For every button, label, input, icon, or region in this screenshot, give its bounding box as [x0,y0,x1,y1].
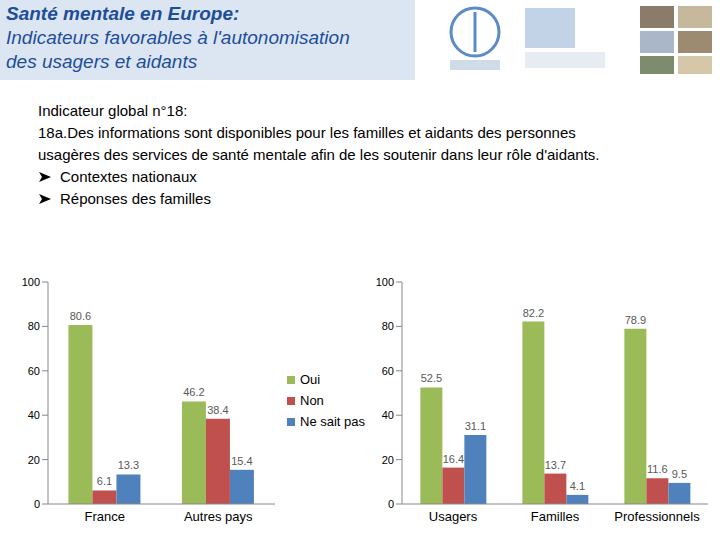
html-text:Non: Non [300,393,324,408]
svg-text:France: France [85,509,125,524]
svg-text:0: 0 [34,498,40,510]
html-text:Réponses des familles: Réponses des familles [60,190,211,207]
svg-text:60: 60 [28,365,40,377]
svg-text:Usagers: Usagers [429,509,478,524]
html-text:Ne sait pas: Ne sait pas [300,414,365,429]
svg-text:60: 60 [382,365,394,377]
svg-text:15.4: 15.4 [231,455,252,467]
html-text:Santé mentale en Europe:: Santé mentale en Europe: [6,3,240,24]
svg-text:40: 40 [382,409,394,421]
svg-text:Familles: Familles [531,509,580,524]
svg-text:11.6: 11.6 [647,463,668,475]
svg-text:4.1: 4.1 [570,480,585,492]
svg-text:9.5: 9.5 [672,468,687,480]
html-text:Oui: Oui [300,372,321,387]
html-text:Contextes nationaux: Contextes nationaux [60,168,197,185]
html-text:18a.Des informations sont disp: 18a.Des informations sont disponibles po… [38,124,576,141]
svg-text:52.5: 52.5 [421,372,442,384]
svg-text:46.2: 46.2 [183,386,204,398]
html-text:des usagers et aidants: des usagers et aidants [6,51,198,72]
svg-text:6.1: 6.1 [97,475,112,487]
svg-text:82.2: 82.2 [523,307,544,319]
svg-text:13.3: 13.3 [118,459,139,471]
svg-text:20: 20 [28,454,40,466]
svg-text:80: 80 [382,320,394,332]
svg-text:Professionnels: Professionnels [614,509,700,524]
html-text:Indicateurs favorables à l'aut: Indicateurs favorables à l'autonomisatio… [6,27,350,48]
svg-text:38.4: 38.4 [207,404,228,416]
svg-text:100: 100 [376,276,394,288]
svg-text:40: 40 [28,409,40,421]
svg-text:20: 20 [382,454,394,466]
svg-text:78.9: 78.9 [625,314,646,326]
svg-text:31.1: 31.1 [465,420,486,432]
html-text:Indicateur global n°18:: Indicateur global n°18: [38,102,188,119]
svg-text:13.7: 13.7 [545,459,566,471]
svg-text:0: 0 [388,498,394,510]
html-text:usagères des services de santé: usagères des services de santé mentale a… [38,146,600,163]
svg-text:Autres pays: Autres pays [184,509,253,524]
svg-text:80: 80 [28,320,40,332]
svg-text:80.6: 80.6 [70,310,91,322]
svg-text:100: 100 [22,276,40,288]
svg-text:16.4: 16.4 [443,453,464,465]
